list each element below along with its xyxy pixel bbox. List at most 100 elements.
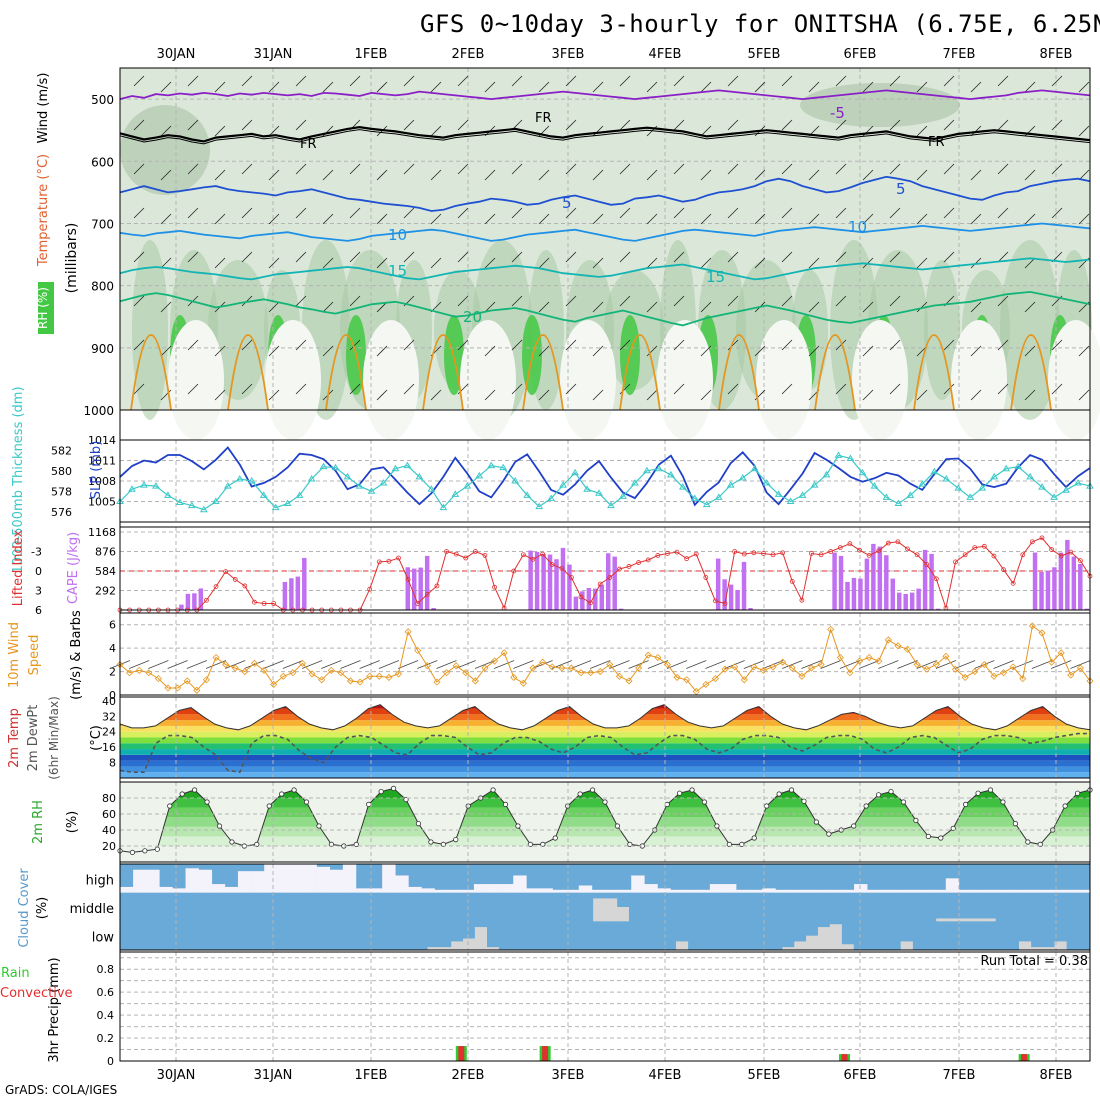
cloud-bar-high (447, 889, 462, 893)
thickness-marker (714, 493, 723, 500)
rh-marker (900, 799, 907, 805)
temp-fill-group (120, 704, 1090, 778)
wind-speed-marker (510, 673, 518, 681)
wind-barb (430, 389, 442, 401)
li-marker (597, 581, 603, 587)
li-marker (914, 552, 920, 558)
cape-bar (424, 555, 430, 610)
cloud-bar-low (794, 941, 807, 950)
temp-band (120, 737, 1090, 744)
cloud-bar-high (618, 889, 632, 893)
cloud-bar-high (329, 869, 344, 893)
contour-label: 20 (463, 308, 482, 326)
temp-contour-FR (119, 125, 1091, 143)
wind-barb (295, 339, 307, 351)
date-label-top: 6FEB (844, 47, 877, 62)
thickness-marker (631, 479, 639, 486)
wind-speed-marker (923, 665, 931, 673)
ylabel-rh: RH (%) (36, 287, 50, 329)
li-marker (1049, 547, 1054, 552)
thickness-marker (140, 481, 148, 488)
li-tick: 6 (35, 604, 42, 617)
thickness-marker (1014, 462, 1023, 470)
wind-speed-marker (279, 672, 287, 680)
li-marker (453, 551, 459, 557)
thickness-marker (954, 484, 963, 491)
wind-barb (295, 207, 307, 219)
thickness-tick: 578 (51, 485, 72, 498)
precip-tick: 0 (107, 1055, 114, 1068)
cape-bar (1045, 570, 1051, 610)
wind-barb (835, 339, 847, 351)
rh-marker (938, 835, 944, 841)
li-marker (885, 540, 891, 546)
wind-barb (160, 125, 172, 137)
cape-bar (1084, 608, 1089, 610)
wind-barb-10m (359, 660, 380, 669)
rh-marker (192, 787, 198, 793)
cloud-bar-low (1054, 941, 1067, 950)
thickness-marker (535, 502, 544, 510)
wind-speed-marker (903, 645, 912, 653)
cloud-bar-high (880, 889, 894, 893)
wind-barb (241, 163, 253, 175)
date-label-bottom: 8FEB (1040, 1068, 1073, 1083)
rh-marker (975, 790, 981, 796)
wind-speed-marker (807, 664, 816, 672)
thickness-marker (403, 461, 412, 469)
wind-barb (673, 75, 685, 87)
rh-marker (552, 835, 558, 841)
rh-legend-swatch (38, 282, 54, 334)
ylabel-cloud-cover: Cloud Cover (17, 868, 32, 948)
wind-barb (430, 257, 442, 269)
wind-speed-marker (990, 672, 998, 680)
wind-speed-marker (231, 664, 239, 672)
cape-bar (897, 592, 902, 610)
temp-contour-25 (522, 334, 564, 411)
cloud-bar-high (395, 875, 409, 893)
date-label-top: 3FEB (552, 47, 585, 62)
pressure-tick: 500 (91, 93, 114, 107)
rh-marker (664, 801, 670, 808)
wind-barb (241, 295, 253, 307)
thickness-marker (595, 489, 603, 496)
wind-barb (835, 119, 847, 131)
cloud-bar-high (1063, 889, 1078, 893)
wind-barb (943, 339, 955, 351)
date-label-bottom: 5FEB (748, 1068, 781, 1083)
wind-barb-10m (705, 660, 726, 669)
wind-barb (268, 81, 280, 93)
wind-barb (511, 75, 523, 87)
li-marker (713, 598, 718, 604)
wind-speed-marker (865, 653, 873, 662)
thickness-marker (343, 472, 352, 480)
cape-bar (1065, 539, 1070, 610)
cape-bar (741, 561, 747, 610)
cloud-bar-high (591, 889, 606, 893)
wind-speed-marker (750, 663, 758, 671)
ylabel-total-rain: Total / Rain (0, 966, 30, 981)
temp-contour-5 (119, 175, 1091, 212)
thickness-marker (199, 505, 208, 513)
wind-barb-10m (417, 660, 438, 669)
wind-barb (889, 339, 901, 351)
thickness-marker (391, 464, 400, 472)
thickness-marker (223, 482, 232, 489)
thickness-marker (367, 487, 376, 494)
rh-marker (751, 835, 757, 841)
li-marker (405, 577, 411, 582)
wind-barb (646, 213, 658, 225)
li-marker (761, 551, 766, 556)
slp-line (119, 446, 1091, 507)
cape-bar (728, 584, 734, 610)
date-label-top: 1FEB (355, 47, 388, 62)
cape-bar (179, 604, 184, 610)
cape-bar (528, 550, 533, 610)
wind-barb (781, 339, 793, 351)
cloud-bar-high (762, 888, 776, 893)
thickness-marker (523, 491, 532, 498)
temp-contour-25 (1010, 334, 1052, 411)
li-marker (837, 545, 843, 550)
rh-marker (614, 823, 621, 829)
cape-bar (871, 543, 876, 610)
